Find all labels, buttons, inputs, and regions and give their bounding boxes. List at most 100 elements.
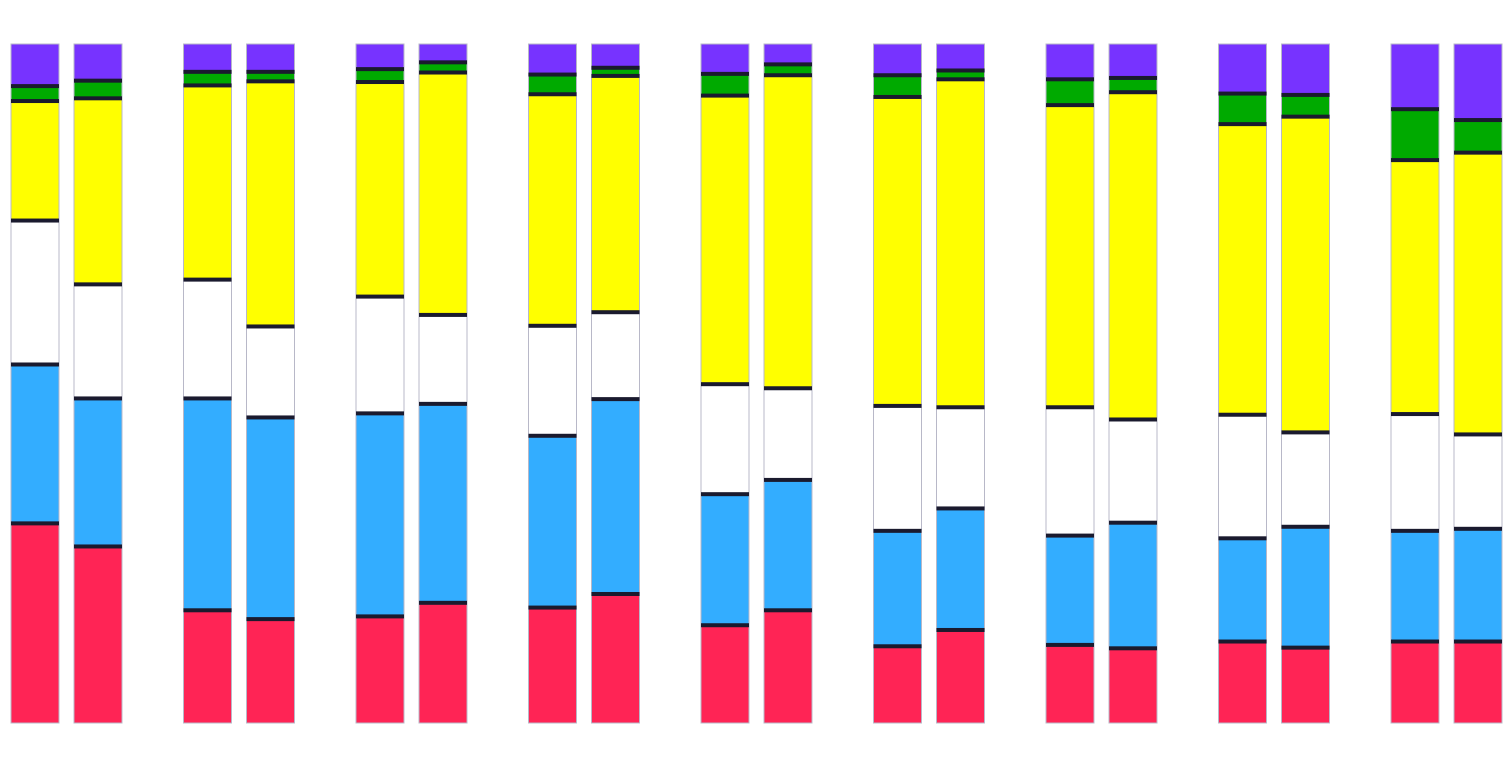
segment-separator	[528, 323, 577, 328]
bar-segment-purple	[74, 44, 122, 81]
segment-separator	[1391, 412, 1439, 417]
stacked-bar-3-2	[418, 43, 468, 724]
bar-segment-blue	[701, 494, 749, 626]
stacked-bar-7-2	[1108, 43, 1158, 724]
bar-segment-green	[528, 74, 577, 95]
stacked-bar-3-1	[355, 43, 405, 724]
bar-outline	[1218, 43, 1267, 724]
bar-segment-red	[183, 610, 232, 723]
bar-segment-purple	[1391, 44, 1439, 110]
segment-separator	[1046, 77, 1094, 82]
bar-segment-purple	[1281, 44, 1330, 95]
bar-segment-white	[1109, 419, 1157, 523]
bar-segment-yellow	[1391, 160, 1439, 415]
bar-outline	[936, 43, 985, 724]
bar-segment-purple	[936, 44, 985, 71]
segment-separator	[356, 294, 404, 299]
bar-segment-yellow	[419, 72, 467, 315]
bar-group-2	[183, 43, 295, 724]
segment-separator	[1454, 639, 1502, 644]
segment-separator	[419, 401, 467, 406]
bar-group-4	[528, 43, 640, 724]
segment-separator	[356, 67, 404, 72]
segment-separator	[701, 93, 749, 98]
bar-segment-white	[1281, 432, 1330, 527]
segment-separator	[936, 77, 985, 82]
bar-group-7	[1045, 43, 1158, 724]
bar-segment-white	[764, 388, 812, 480]
segment-separator	[356, 80, 404, 85]
segment-separator	[1281, 524, 1330, 529]
segment-separator	[1109, 520, 1157, 525]
segment-separator	[873, 94, 922, 99]
segment-separator	[246, 69, 295, 74]
bar-segment-green	[591, 67, 640, 76]
segment-separator	[246, 415, 295, 420]
bar-segment-blue	[764, 479, 812, 611]
segment-separator	[419, 312, 467, 317]
stacked-bar-4-2	[591, 43, 640, 724]
bar-segment-blue	[1109, 522, 1157, 649]
segment-separator	[356, 614, 404, 619]
segment-separator	[1218, 639, 1267, 644]
bar-segment-blue	[246, 417, 295, 620]
bar-segment-green	[1109, 77, 1157, 93]
segment-separator	[1046, 533, 1094, 538]
bar-segment-red	[764, 610, 812, 723]
bar-segment-purple	[1454, 44, 1502, 121]
bar-group-6	[873, 43, 985, 724]
segment-separator	[356, 411, 404, 416]
segment-separator	[11, 218, 59, 223]
segment-separator	[764, 62, 812, 67]
bar-segment-green	[1454, 120, 1502, 153]
stacked-bar-6-1	[873, 43, 922, 724]
bar-group-3	[355, 43, 468, 724]
bar-segment-yellow	[764, 75, 812, 389]
bar-segment-purple	[1218, 44, 1267, 94]
segment-separator	[1109, 75, 1157, 80]
bar-outline	[10, 43, 60, 724]
bar-segment-green	[11, 86, 59, 102]
bar-segment-red	[419, 602, 467, 723]
bar-segment-green	[246, 71, 295, 82]
segment-separator	[1046, 642, 1094, 647]
bar-segment-red	[74, 546, 122, 723]
segment-separator	[1391, 639, 1439, 644]
bar-segment-green	[183, 71, 232, 86]
bar-segment-red	[936, 629, 985, 723]
segment-separator	[246, 79, 295, 84]
bar-outline	[183, 43, 232, 724]
segment-separator	[591, 65, 640, 70]
segment-separator	[528, 433, 577, 438]
segment-separator	[1281, 114, 1330, 119]
bar-outline	[1045, 43, 1095, 724]
bar-segment-purple	[183, 44, 232, 72]
bar-segment-blue	[873, 530, 922, 647]
bar-segment-white	[936, 407, 985, 509]
segment-separator	[528, 92, 577, 97]
bar-segment-blue	[1218, 538, 1267, 642]
bar-segment-green	[74, 80, 122, 99]
bar-segment-red	[356, 616, 404, 723]
bar-segment-red	[591, 593, 640, 723]
bar-segment-purple	[591, 44, 640, 68]
bar-segment-yellow	[356, 82, 404, 297]
bar-outline	[355, 43, 405, 724]
bar-segment-blue	[1281, 526, 1330, 648]
segment-separator	[528, 605, 577, 610]
segment-separator	[11, 521, 59, 526]
bar-group-8	[1218, 43, 1330, 724]
bar-segment-purple	[419, 44, 467, 63]
segment-separator	[528, 72, 577, 77]
stacked-bar-5-2	[763, 43, 813, 724]
segment-separator	[419, 600, 467, 605]
stacked-bar-5-1	[700, 43, 750, 724]
segment-separator	[1391, 158, 1439, 163]
segment-separator	[1218, 412, 1267, 417]
bar-outline	[73, 43, 123, 724]
segment-separator	[1109, 417, 1157, 422]
bar-segment-white	[419, 314, 467, 404]
bar-segment-yellow	[701, 95, 749, 385]
bar-segment-blue	[1046, 535, 1094, 645]
segment-separator	[1281, 92, 1330, 97]
